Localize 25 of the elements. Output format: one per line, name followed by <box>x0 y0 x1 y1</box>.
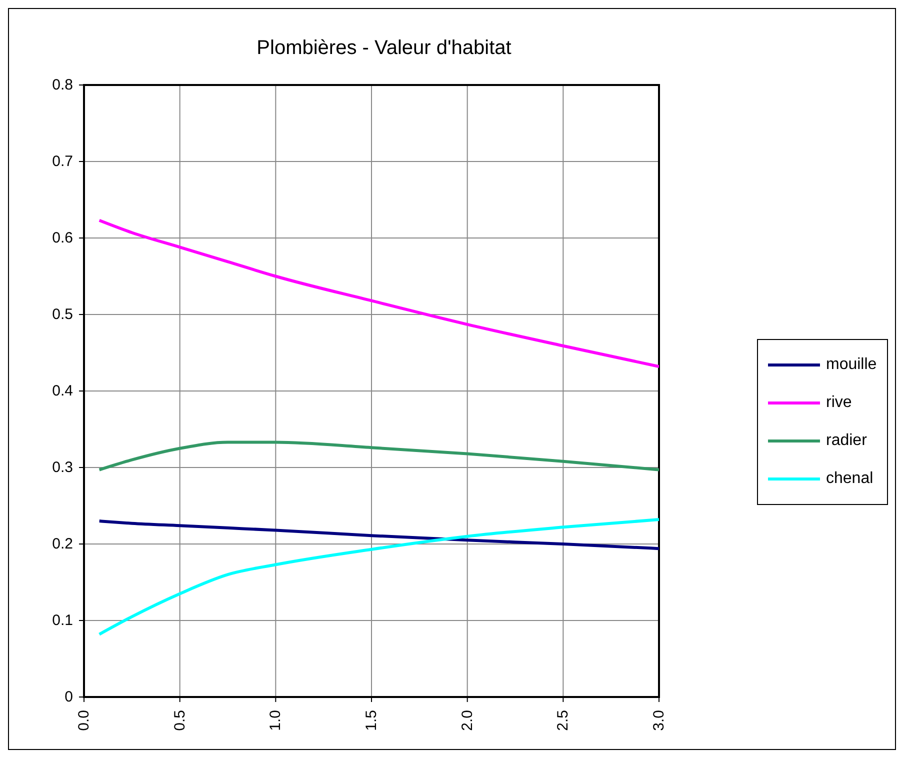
y-tick-label: 0.1 <box>52 612 73 629</box>
legend-label: radier <box>826 432 867 450</box>
x-tick-label: 3.0 <box>650 710 668 731</box>
line-series <box>98 520 659 550</box>
y-tick-label: 0.4 <box>52 382 73 400</box>
line-series <box>98 518 659 636</box>
x-tick-label: 2.0 <box>458 710 476 731</box>
y-tick-label: 0 <box>64 688 73 706</box>
y-tick-label: 0.5 <box>52 306 73 323</box>
legend-label: rive <box>826 394 852 412</box>
x-tick-label: 1.0 <box>267 710 284 731</box>
legend-label: chenal <box>826 470 874 488</box>
line-series <box>98 440 659 472</box>
line-series <box>98 218 659 368</box>
y-tick-label: 0.2 <box>52 536 73 552</box>
y-tick-label: 0.6 <box>52 230 73 246</box>
legend-label: mouille <box>826 356 877 374</box>
y-tick-label: 0.8 <box>52 76 73 94</box>
chart-title: Plombières - Valeur d'habitat <box>256 37 512 60</box>
x-tick-label: 0.5 <box>171 710 188 731</box>
y-tick-label: 0.3 <box>52 459 73 476</box>
x-tick-label: 1.5 <box>363 710 380 731</box>
x-tick-label: 2.5 <box>554 710 572 731</box>
y-tick-label: 0.7 <box>52 153 73 170</box>
x-tick-label: 0.0 <box>76 710 92 731</box>
